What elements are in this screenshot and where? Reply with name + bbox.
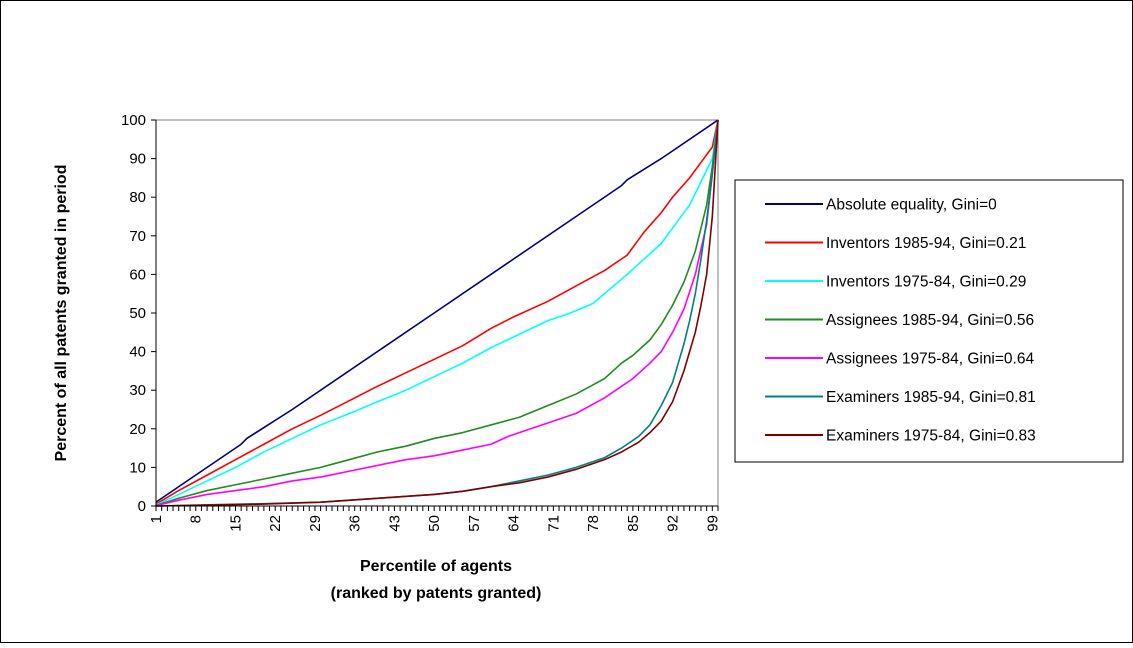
x-tick-label: 22 [267, 515, 284, 532]
legend-box [734, 179, 1124, 463]
x-tick-label: 43 [386, 515, 403, 532]
x-axis-title-line1: Percentile of agents [360, 558, 512, 575]
x-tick-label: 1 [148, 515, 165, 523]
x-tick-label: 50 [426, 515, 443, 532]
x-tick-label: 71 [545, 515, 562, 532]
legend-label-6: Examiners 1985-94, Gini=0.81 [826, 389, 1036, 406]
y-tick-label: 90 [129, 151, 146, 168]
x-tick-label: 64 [506, 515, 523, 532]
series-line-3 [155, 119, 719, 506]
series-line-4 [155, 119, 719, 506]
y-tick-label: 10 [129, 459, 146, 476]
y-axis-title: Percent of all patents granted in period [53, 165, 70, 462]
x-tick-label: 36 [347, 515, 364, 532]
legend-label-4: Assignees 1985-94, Gini=0.56 [826, 312, 1034, 329]
legend-label-1: Absolute equality, Gini=0 [826, 197, 997, 214]
x-tick-label: 99 [704, 515, 721, 532]
y-tick-label: 50 [129, 305, 146, 322]
y-tick-label: 60 [129, 266, 146, 283]
x-tick-label: 29 [307, 515, 324, 532]
legend: Absolute equality, Gini=0 Inventors 1985-… [734, 179, 1124, 463]
plot-area [155, 119, 719, 507]
x-tick-label: 78 [585, 515, 602, 532]
y-tick-label: 80 [129, 189, 146, 206]
y-tick-label: 0 [138, 498, 146, 515]
y-tick-label: 30 [129, 382, 146, 399]
legend-label-5: Assignees 1975-84, Gini=0.64 [826, 351, 1034, 368]
x-tick-label: 8 [188, 515, 205, 523]
legend-label-2: Inventors 1985-94, Gini=0.21 [826, 235, 1026, 252]
x-tick-layer: 1 8 15 22 29 36 43 50 57 64 71 78 85 92 99 [148, 506, 721, 532]
y-tick-label: 100 [121, 112, 146, 129]
y-tick-label: 70 [129, 228, 146, 245]
series-line-5 [155, 119, 719, 507]
x-tick-label: 57 [466, 515, 483, 532]
series-line-2 [155, 119, 719, 505]
series-layer [155, 119, 719, 507]
x-tick-label: 92 [665, 515, 682, 532]
legend-label-3: Inventors 1975-84, Gini=0.29 [826, 274, 1026, 291]
x-tick-label: 15 [227, 515, 244, 532]
series-line-7 [155, 119, 719, 507]
y-tick-label: 20 [129, 421, 146, 438]
x-axis-title-line2: (ranked by patents granted) [331, 585, 542, 602]
series-line-1 [155, 119, 719, 503]
y-tick-label: 40 [129, 344, 146, 361]
x-tick-label: 85 [625, 515, 642, 532]
legend-label-7: Examiners 1975-84, Gini=0.83 [826, 428, 1036, 445]
y-tick-layer: 0 10 20 30 40 50 60 70 80 90 100 [121, 112, 156, 515]
